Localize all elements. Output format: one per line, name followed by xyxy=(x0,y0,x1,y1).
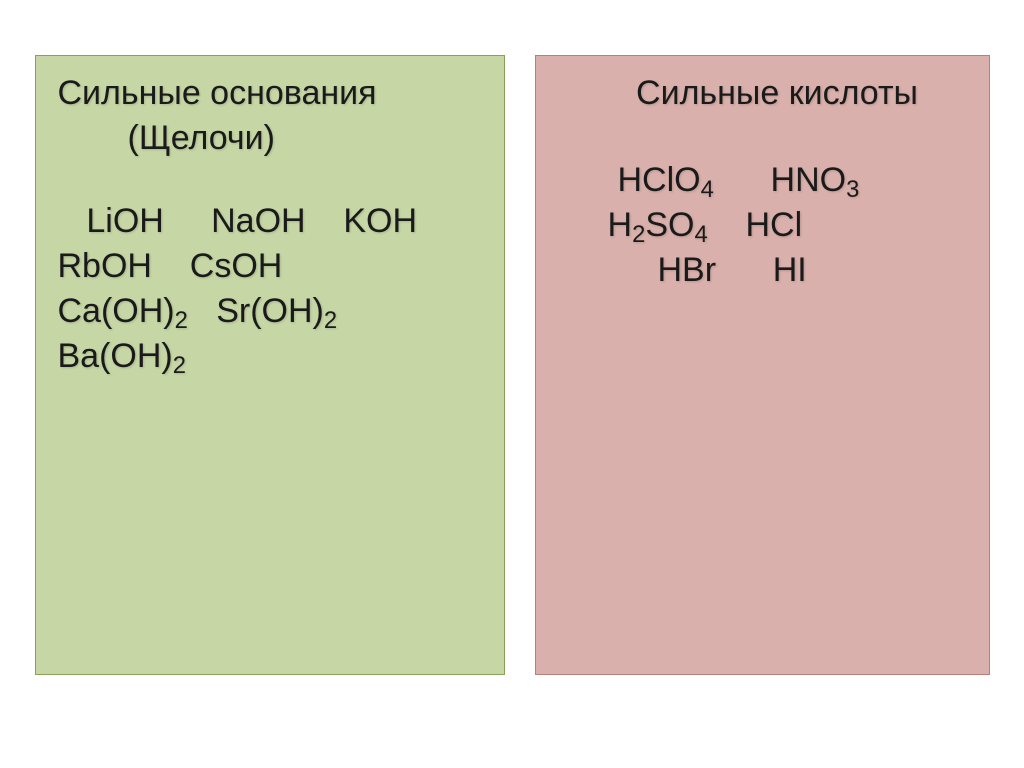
formula-hcl: HCl xyxy=(745,206,802,244)
formula-rboh: RbOH xyxy=(58,247,152,285)
formula-lioh: LiOH xyxy=(77,202,164,240)
spacer xyxy=(558,119,967,161)
formula-csoh: CsOH xyxy=(190,247,283,285)
left-panel-title: Сильные основания xyxy=(58,74,482,113)
formula-hclo4: HClO4 xyxy=(618,161,714,199)
formula-naoh: NaOH xyxy=(211,202,305,240)
acids-row-3: HBr HI xyxy=(558,251,967,290)
acids-row-1: HClO4 HNO3 xyxy=(558,161,967,200)
strong-acids-panel: Сильные кислоты HClO4 HNO3 H2SO4 HCl HBr… xyxy=(535,55,990,675)
bases-row-4: Ba(OH)2 xyxy=(58,337,482,376)
formula-hi: HI xyxy=(773,251,807,289)
strong-bases-panel: Сильные основания (Щелочи) LiOH NaOH KOH… xyxy=(35,55,505,675)
bases-row-3: Ca(OH)2 Sr(OH)2 xyxy=(58,292,482,331)
formula-sroh2: Sr(OH)2 xyxy=(216,292,337,330)
bases-row-1: LiOH NaOH KOH xyxy=(58,202,482,241)
formula-koh: KOH xyxy=(343,202,417,240)
acids-row-2: H2SO4 HCl xyxy=(558,206,967,245)
right-panel-title: Сильные кислоты xyxy=(558,74,967,113)
formula-hno3: HNO3 xyxy=(771,161,860,199)
formula-hbr: HBr xyxy=(658,251,717,289)
formula-baoh2: Ba(OH)2 xyxy=(58,337,186,375)
bases-row-2: RbOH CsOH xyxy=(58,247,482,286)
formula-caoh2: Ca(OH)2 xyxy=(58,292,188,330)
left-panel-subtitle: (Щелочи) xyxy=(58,119,482,158)
formula-h2so4: H2SO4 xyxy=(608,206,708,244)
